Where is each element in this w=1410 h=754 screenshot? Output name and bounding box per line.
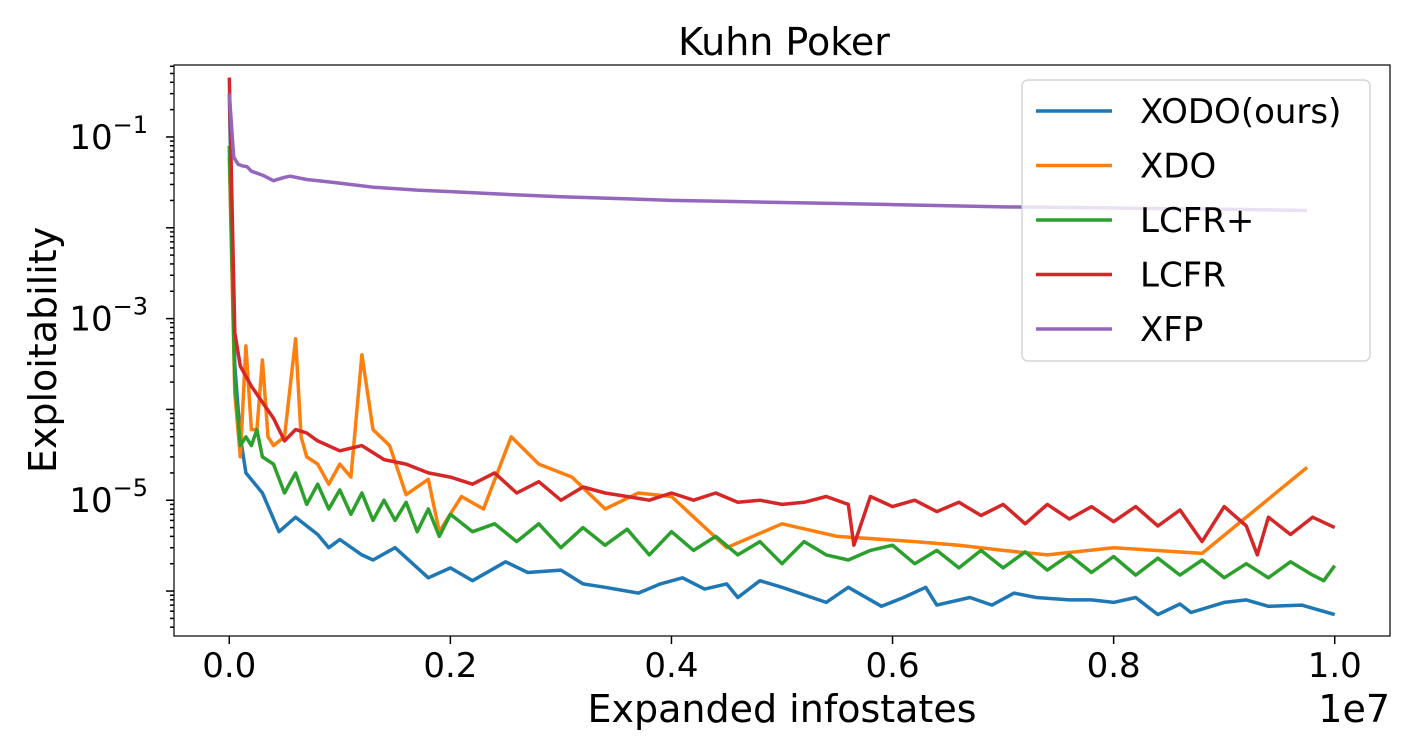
chart-title: Kuhn Poker — [678, 20, 890, 64]
plot-frame — [173, 64, 1391, 637]
series-lines — [227, 77, 1337, 617]
legend-label-2: LCFR+ — [1140, 201, 1254, 241]
legend: XODO(ours) XDO LCFR+ LCFR XFP — [1021, 79, 1371, 362]
series-line-0 — [227, 93, 1336, 617]
x-tick-label: 0.2 — [423, 646, 477, 686]
x-axis: 0.0 0.2 0.4 0.6 0.8 1.0 — [202, 636, 1362, 686]
y-tick-label: 10−1 — [69, 111, 148, 158]
legend-label-1: XDO — [1140, 147, 1216, 187]
series-line-4 — [227, 93, 1308, 213]
legend-label-3: LCFR — [1140, 256, 1226, 296]
y-axis-label: Exploitability — [21, 227, 65, 473]
legend-box — [1021, 79, 1371, 362]
y-tick-label: 10−3 — [69, 293, 148, 340]
x-tick-label: 0.8 — [1087, 646, 1141, 686]
series-line-1 — [227, 157, 1309, 557]
legend-label-0: XODO(ours) — [1140, 92, 1341, 132]
series-line-2 — [227, 145, 1337, 583]
y-axis: 10−1 10−3 10−5 — [69, 65, 174, 628]
y-tick-label: 10−5 — [69, 474, 148, 521]
x-axis-label: Expanded infostates — [587, 687, 976, 731]
series-line-3 — [227, 77, 1336, 557]
x-axis-offset-label: 1e7 — [1318, 687, 1390, 731]
x-tick-label: 0.6 — [866, 646, 920, 686]
x-tick-label: 0.0 — [202, 646, 256, 686]
x-tick-label: 1.0 — [1308, 646, 1362, 686]
legend-label-4: XFP — [1140, 310, 1203, 350]
x-tick-label: 0.4 — [644, 646, 698, 686]
